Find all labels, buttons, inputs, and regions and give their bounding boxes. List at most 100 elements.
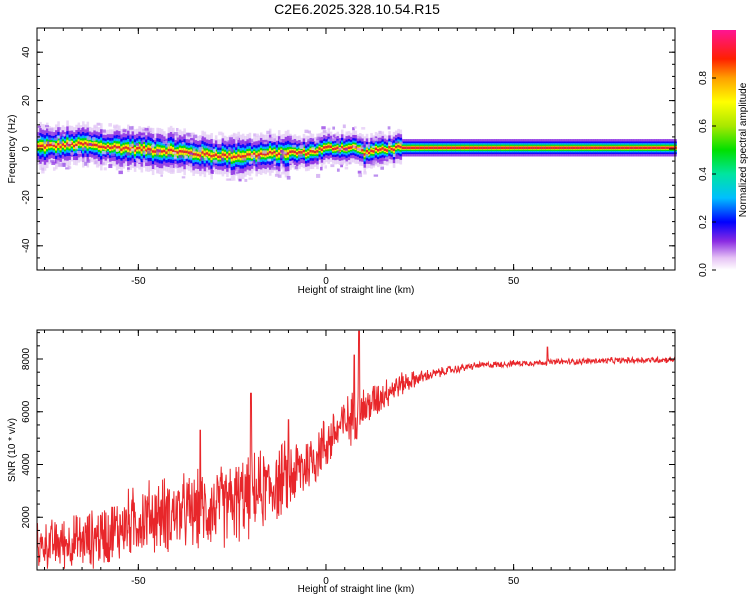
spectrogram-ridge-cell xyxy=(462,146,466,149)
spectrogram-ridge-cell xyxy=(534,146,538,149)
spectrogram-ridge-cell xyxy=(464,146,468,149)
spectrogram-speck xyxy=(143,159,148,163)
spectrogram-y-label: Frequency (Hz) xyxy=(7,115,18,184)
spectrogram-speck xyxy=(266,130,271,135)
spectrogram-ridge-cell xyxy=(325,145,328,149)
spectrogram-speck xyxy=(145,130,149,133)
spectrogram-ridge-cell xyxy=(446,146,450,149)
spectrogram-ridge-cell xyxy=(606,146,610,149)
spectrogram-speck xyxy=(388,142,393,146)
spectrogram-speck xyxy=(327,127,331,130)
spectrogram-speck xyxy=(75,156,79,160)
spectrogram-ridge-cell xyxy=(309,149,313,153)
spectrogram-ridge-cell xyxy=(183,150,186,153)
spectrogram-ridge-cell xyxy=(482,146,486,149)
snr-series-line xyxy=(36,330,676,569)
spectrogram-ridge-cell xyxy=(671,146,675,149)
spectrogram-speck xyxy=(269,138,274,142)
spectrogram-x-label: Height of straight line (km) xyxy=(298,285,415,296)
spectrogram-speck xyxy=(267,137,271,142)
spectrogram-speck xyxy=(220,157,225,162)
spectrogram-speck xyxy=(190,132,194,136)
spectrogram-speck xyxy=(58,141,63,144)
spectrogram-ridge-cell xyxy=(629,146,632,149)
spectrogram-ridge-cell xyxy=(232,155,236,158)
spectrogram-ridge-cell xyxy=(277,152,281,155)
spectrogram-speck xyxy=(233,133,238,137)
spectrogram-ridge-cell xyxy=(304,153,308,156)
spectrogram-speck xyxy=(144,127,149,131)
spectrogram-ridge-cell xyxy=(255,154,258,158)
spectrogram-ridge-cell xyxy=(181,150,184,153)
spectrogram-speck xyxy=(103,167,107,171)
spectrogram-speck xyxy=(394,141,399,144)
spectrogram-ridge-cell xyxy=(613,146,617,149)
spectrogram-ridge-cell xyxy=(102,145,105,149)
snr-y-ticks: 2000 4000 6000 8000 xyxy=(21,332,675,558)
spectrogram-ridge-cell xyxy=(219,155,222,159)
spectrogram-speck xyxy=(299,159,304,162)
spectrogram-speck xyxy=(289,160,293,164)
spectrogram-speck xyxy=(86,136,91,141)
spectrogram-speck xyxy=(253,133,257,137)
spectrogram-ridge-cell xyxy=(622,146,626,149)
spectrogram-ridge-cell xyxy=(154,150,157,153)
spectrogram-speck xyxy=(344,166,349,170)
spectrogram-ridge-cell xyxy=(453,146,457,149)
spectrogram-ridge-cell xyxy=(496,146,499,149)
spectrogram-ridge-cell xyxy=(203,153,207,156)
chart-title: C2E6.2025.328.10.54.R15 xyxy=(274,1,440,17)
spectrogram-ridge-cell xyxy=(624,146,628,149)
spectrogram-speck xyxy=(58,163,63,167)
spectrogram-speck xyxy=(167,154,172,157)
spectrogram-speck xyxy=(209,147,213,150)
spectrogram-speck xyxy=(315,140,320,144)
spectrogram-speck xyxy=(327,138,333,142)
spectrogram-speck xyxy=(348,162,352,165)
colorbar-tick-label: 0.6 xyxy=(698,119,709,133)
spectrogram-speck xyxy=(162,140,168,145)
spectrogram-ridge-cell xyxy=(460,146,463,149)
spectrogram-ridge-cell xyxy=(176,151,180,154)
spectrogram-ridge-cell xyxy=(455,146,459,149)
spectrogram-speck xyxy=(173,131,178,136)
spectrogram-speck xyxy=(105,152,110,155)
spectrogram-ridge-cell xyxy=(635,146,639,149)
spectrogram-ridge-cell xyxy=(374,147,378,150)
spectrogram-speck xyxy=(66,143,70,147)
spectrogram-ridge-cell xyxy=(521,146,524,149)
spectrogram-ridge-cell xyxy=(302,149,306,153)
spectrogram-speck xyxy=(231,148,234,153)
spectrogram-speck xyxy=(227,147,232,151)
spectrogram-ridge-cell xyxy=(66,142,69,145)
spectrogram-speck xyxy=(305,135,309,139)
spectrogram-speck xyxy=(142,157,146,161)
spectrogram-ridge-cell xyxy=(167,148,171,152)
spectrogram-speck xyxy=(140,135,145,138)
spectrogram-speck xyxy=(360,145,364,150)
spectrogram-speck xyxy=(311,161,316,164)
spectrogram-ridge-cell xyxy=(313,150,317,154)
spectrogram-ridge-cell xyxy=(48,143,51,147)
spectrogram-ridge-cell xyxy=(588,146,592,149)
spectrogram-ridge-cell xyxy=(259,152,263,155)
spectrogram-ridge-cell xyxy=(262,152,265,156)
spectrogram-speck xyxy=(395,154,399,159)
spectrogram-speck xyxy=(280,149,284,153)
spectrogram-ridge-cell xyxy=(223,153,227,157)
spectrogram-ridge-cell xyxy=(349,146,353,149)
spectrogram-ridge-cell xyxy=(264,153,267,156)
spectrogram-speck xyxy=(108,164,113,169)
spectrogram-speck xyxy=(156,169,160,174)
spectrogram-ridge-cell xyxy=(611,146,614,149)
spectrogram-speck xyxy=(170,169,175,173)
spectrogram-ridge-cell xyxy=(61,143,65,146)
spectrogram-ridge-cell xyxy=(509,146,513,149)
spectrogram-ridge-cell xyxy=(343,147,346,151)
spectrogram-ridge-cell xyxy=(336,146,340,150)
spectrogram-speck xyxy=(117,136,120,139)
spectrogram-speck xyxy=(248,161,253,165)
spectrogram-ridge-cell xyxy=(165,151,168,154)
spectrogram-speck xyxy=(248,177,253,180)
spectrogram-ridge-cell xyxy=(471,146,475,149)
